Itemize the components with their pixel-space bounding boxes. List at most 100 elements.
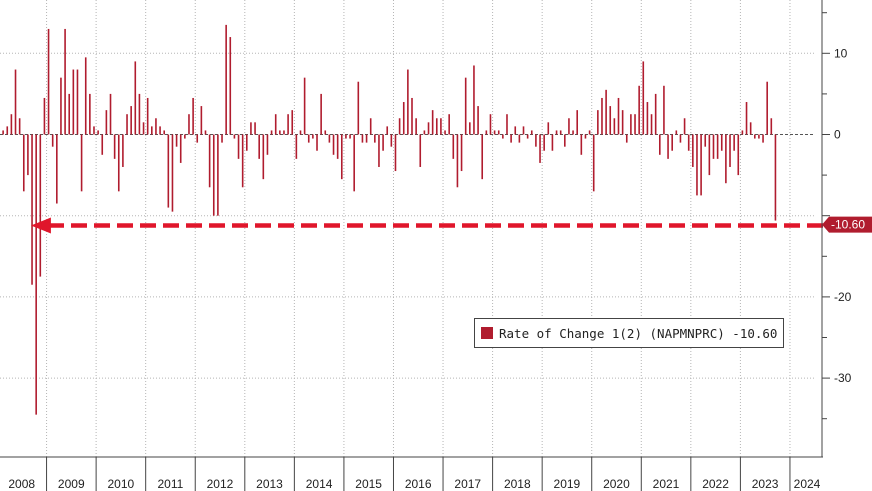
bar [564, 134, 566, 147]
bar [402, 102, 405, 135]
x-tick-label: 2014 [306, 477, 333, 491]
bar [539, 134, 541, 163]
bar [502, 134, 504, 139]
y-tick-label: -30 [834, 371, 852, 385]
last-value-label: -10.60 [831, 218, 865, 232]
bar [254, 122, 256, 135]
bar [175, 134, 178, 147]
bar [659, 134, 661, 155]
bar [638, 85, 640, 135]
bar [138, 93, 141, 135]
bar [423, 130, 426, 135]
bar [506, 114, 508, 135]
bar [159, 126, 161, 135]
bar [497, 130, 500, 135]
x-tick-label: 2024 [794, 477, 821, 491]
bar [316, 134, 318, 151]
bar [630, 114, 632, 135]
bar [212, 134, 215, 216]
bar [345, 134, 347, 139]
bar [109, 93, 112, 135]
bar [101, 134, 104, 155]
y-tick-label: -20 [834, 290, 852, 304]
bar [646, 102, 649, 135]
bar [671, 134, 673, 151]
bar [774, 134, 777, 221]
bar [117, 134, 120, 192]
bar [262, 134, 265, 180]
bar [250, 122, 252, 135]
bar [200, 106, 203, 135]
bar [72, 69, 75, 135]
bar [411, 97, 413, 135]
bar [80, 134, 83, 192]
bar [518, 134, 521, 143]
bar [675, 130, 678, 135]
bar [580, 134, 583, 155]
bar [386, 126, 389, 135]
bar [745, 102, 748, 135]
bar [464, 77, 467, 135]
bar [18, 118, 21, 135]
bar [427, 122, 430, 135]
bar [146, 97, 149, 135]
bar [398, 118, 401, 135]
bar [320, 93, 322, 135]
bar [365, 134, 368, 143]
bar [266, 134, 269, 155]
bar [105, 110, 108, 135]
bar [192, 97, 194, 135]
bar [440, 118, 442, 135]
bar [14, 69, 17, 135]
bar [68, 93, 71, 135]
bar [568, 118, 570, 135]
bar [448, 114, 450, 135]
bar [217, 134, 219, 216]
bar [64, 28, 66, 135]
bar [485, 130, 488, 135]
bar [27, 134, 29, 176]
bar [97, 130, 99, 135]
bar [758, 134, 760, 139]
bar [35, 134, 37, 415]
bar [522, 126, 525, 135]
bar [601, 97, 603, 135]
bar [683, 118, 686, 135]
bar [84, 57, 87, 135]
x-tick-label: 2018 [504, 477, 531, 491]
bar [559, 130, 562, 135]
bar [113, 134, 116, 159]
bar [142, 122, 145, 135]
bar [208, 134, 211, 188]
bar [725, 134, 727, 184]
bar [613, 118, 616, 135]
legend-swatch [481, 327, 493, 339]
x-axis: 2008 2009 2010 2011 2012 2013 2014 2015 2016 2017… [0, 456, 823, 491]
last-value-tag: -10.60 [822, 216, 872, 233]
bar [122, 134, 124, 167]
bar [407, 69, 409, 135]
bar [291, 110, 294, 135]
bar [76, 69, 79, 135]
bar [510, 134, 512, 143]
bar [378, 134, 380, 167]
bar [456, 134, 459, 188]
bar [382, 134, 384, 151]
bar [609, 106, 612, 135]
bar [514, 126, 517, 135]
bar [696, 134, 698, 196]
bar [295, 134, 298, 159]
bar [47, 28, 50, 135]
bar [188, 114, 190, 135]
bar [753, 134, 756, 139]
bar [766, 81, 768, 135]
bar [692, 134, 694, 167]
bar [89, 93, 91, 135]
bar [332, 134, 335, 155]
bar [336, 134, 339, 159]
bar [126, 114, 128, 135]
bar [704, 134, 707, 147]
bar [605, 89, 607, 135]
bar [679, 134, 682, 143]
